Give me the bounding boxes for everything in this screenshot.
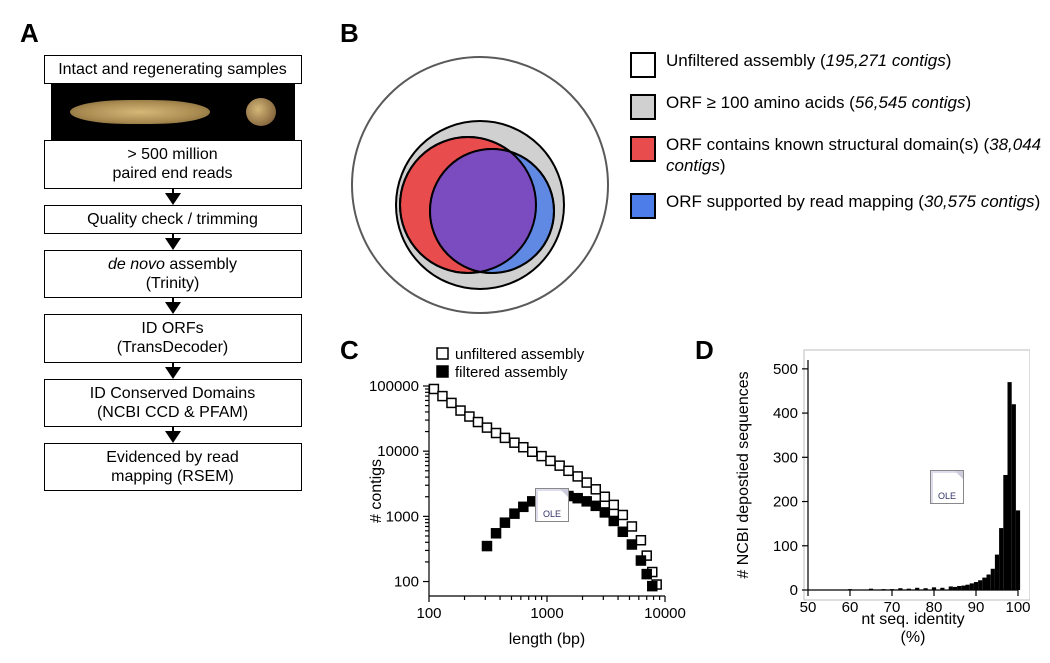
legend-text: ORF ≥ 100 amino acids (56,545 contigs)	[666, 92, 971, 113]
panel-c-label: C	[340, 335, 359, 366]
planarian-fragment-image	[246, 98, 276, 126]
panel-d-label: D	[695, 335, 714, 366]
svg-text:10000: 10000	[644, 605, 686, 622]
legend-text: Unfiltered assembly (195,271 contigs)	[666, 50, 951, 71]
flow-box-assembly: de novo assembly(Trinity)	[44, 250, 302, 298]
flow-box-samples: Intact and regenerating samples	[44, 55, 302, 84]
chart-length-distribution: 100100010000100100010000100000length (bp…	[365, 340, 675, 650]
svg-text:length (bp): length (bp)	[509, 631, 586, 648]
svg-text:# contigs: # contigs	[368, 459, 385, 523]
legend-swatch	[630, 52, 656, 78]
svg-text:200: 200	[773, 494, 798, 511]
svg-text:60: 60	[842, 599, 859, 616]
svg-text:100: 100	[416, 605, 441, 622]
flow-box-orfs: ID ORFs(TransDecoder)	[44, 314, 302, 362]
flowchart-panel-a: Intact and regenerating samples > 500 mi…	[40, 55, 305, 491]
svg-text:500: 500	[773, 361, 798, 378]
svg-text:(%): (%)	[901, 629, 926, 646]
legend-swatch	[630, 94, 656, 120]
ole-placeholder-icon: OLE	[535, 488, 569, 522]
flow-box-reads: > 500 millionpaired end reads	[44, 140, 302, 188]
svg-text:100000: 100000	[369, 378, 419, 395]
svg-text:50: 50	[800, 599, 817, 616]
legend-swatch	[630, 193, 656, 219]
svg-text:filtered assembly: filtered assembly	[455, 364, 568, 381]
svg-text:90: 90	[968, 599, 985, 616]
planarian-body-image	[70, 100, 210, 124]
arrow-down-icon	[165, 367, 181, 379]
venn-legend: Unfiltered assembly (195,271 contigs) ORF…	[630, 50, 1050, 233]
flow-box-mapping: Evidenced by readmapping (RSEM)	[44, 443, 302, 491]
flow-box-domains: ID Conserved Domains(NCBI CCD & PFAM)	[44, 379, 302, 427]
svg-text:100: 100	[773, 538, 798, 555]
svg-text:400: 400	[773, 405, 798, 422]
svg-text:0: 0	[790, 582, 798, 599]
chart-identity-histogram: 50607080901000100200300400500nt seq. ide…	[730, 340, 1030, 650]
svg-text:unfiltered assembly: unfiltered assembly	[455, 346, 585, 363]
svg-text:10000: 10000	[377, 443, 419, 460]
legend-text: ORF contains known structural domain(s) …	[666, 134, 1050, 177]
legend-row: Unfiltered assembly (195,271 contigs)	[630, 50, 1050, 78]
ole-placeholder-icon: OLE	[930, 470, 964, 504]
panel-a-label: A	[20, 18, 39, 49]
svg-text:100: 100	[1005, 599, 1030, 616]
svg-text:nt seq. identity: nt seq. identity	[861, 611, 964, 628]
svg-text:# NCBI depostied sequences: # NCBI depostied sequences	[735, 371, 752, 578]
svg-text:100: 100	[394, 574, 419, 591]
arrow-down-icon	[165, 238, 181, 250]
svg-text:1000: 1000	[530, 605, 563, 622]
sample-photo	[51, 84, 295, 140]
flow-box-qc: Quality check / trimming	[44, 205, 302, 234]
legend-swatch	[630, 136, 656, 162]
venn-diagram	[350, 55, 610, 315]
panel-b-label: B	[340, 18, 359, 49]
legend-row: ORF contains known structural domain(s) …	[630, 134, 1050, 177]
svg-text:300: 300	[773, 449, 798, 466]
legend-text: ORF supported by read mapping (30,575 co…	[666, 191, 1040, 212]
arrow-down-icon	[165, 302, 181, 314]
legend-row: ORF ≥ 100 amino acids (56,545 contigs)	[630, 92, 1050, 120]
svg-text:1000: 1000	[386, 508, 419, 525]
legend-row: ORF supported by read mapping (30,575 co…	[630, 191, 1050, 219]
arrow-down-icon	[165, 431, 181, 443]
arrow-down-icon	[165, 193, 181, 205]
